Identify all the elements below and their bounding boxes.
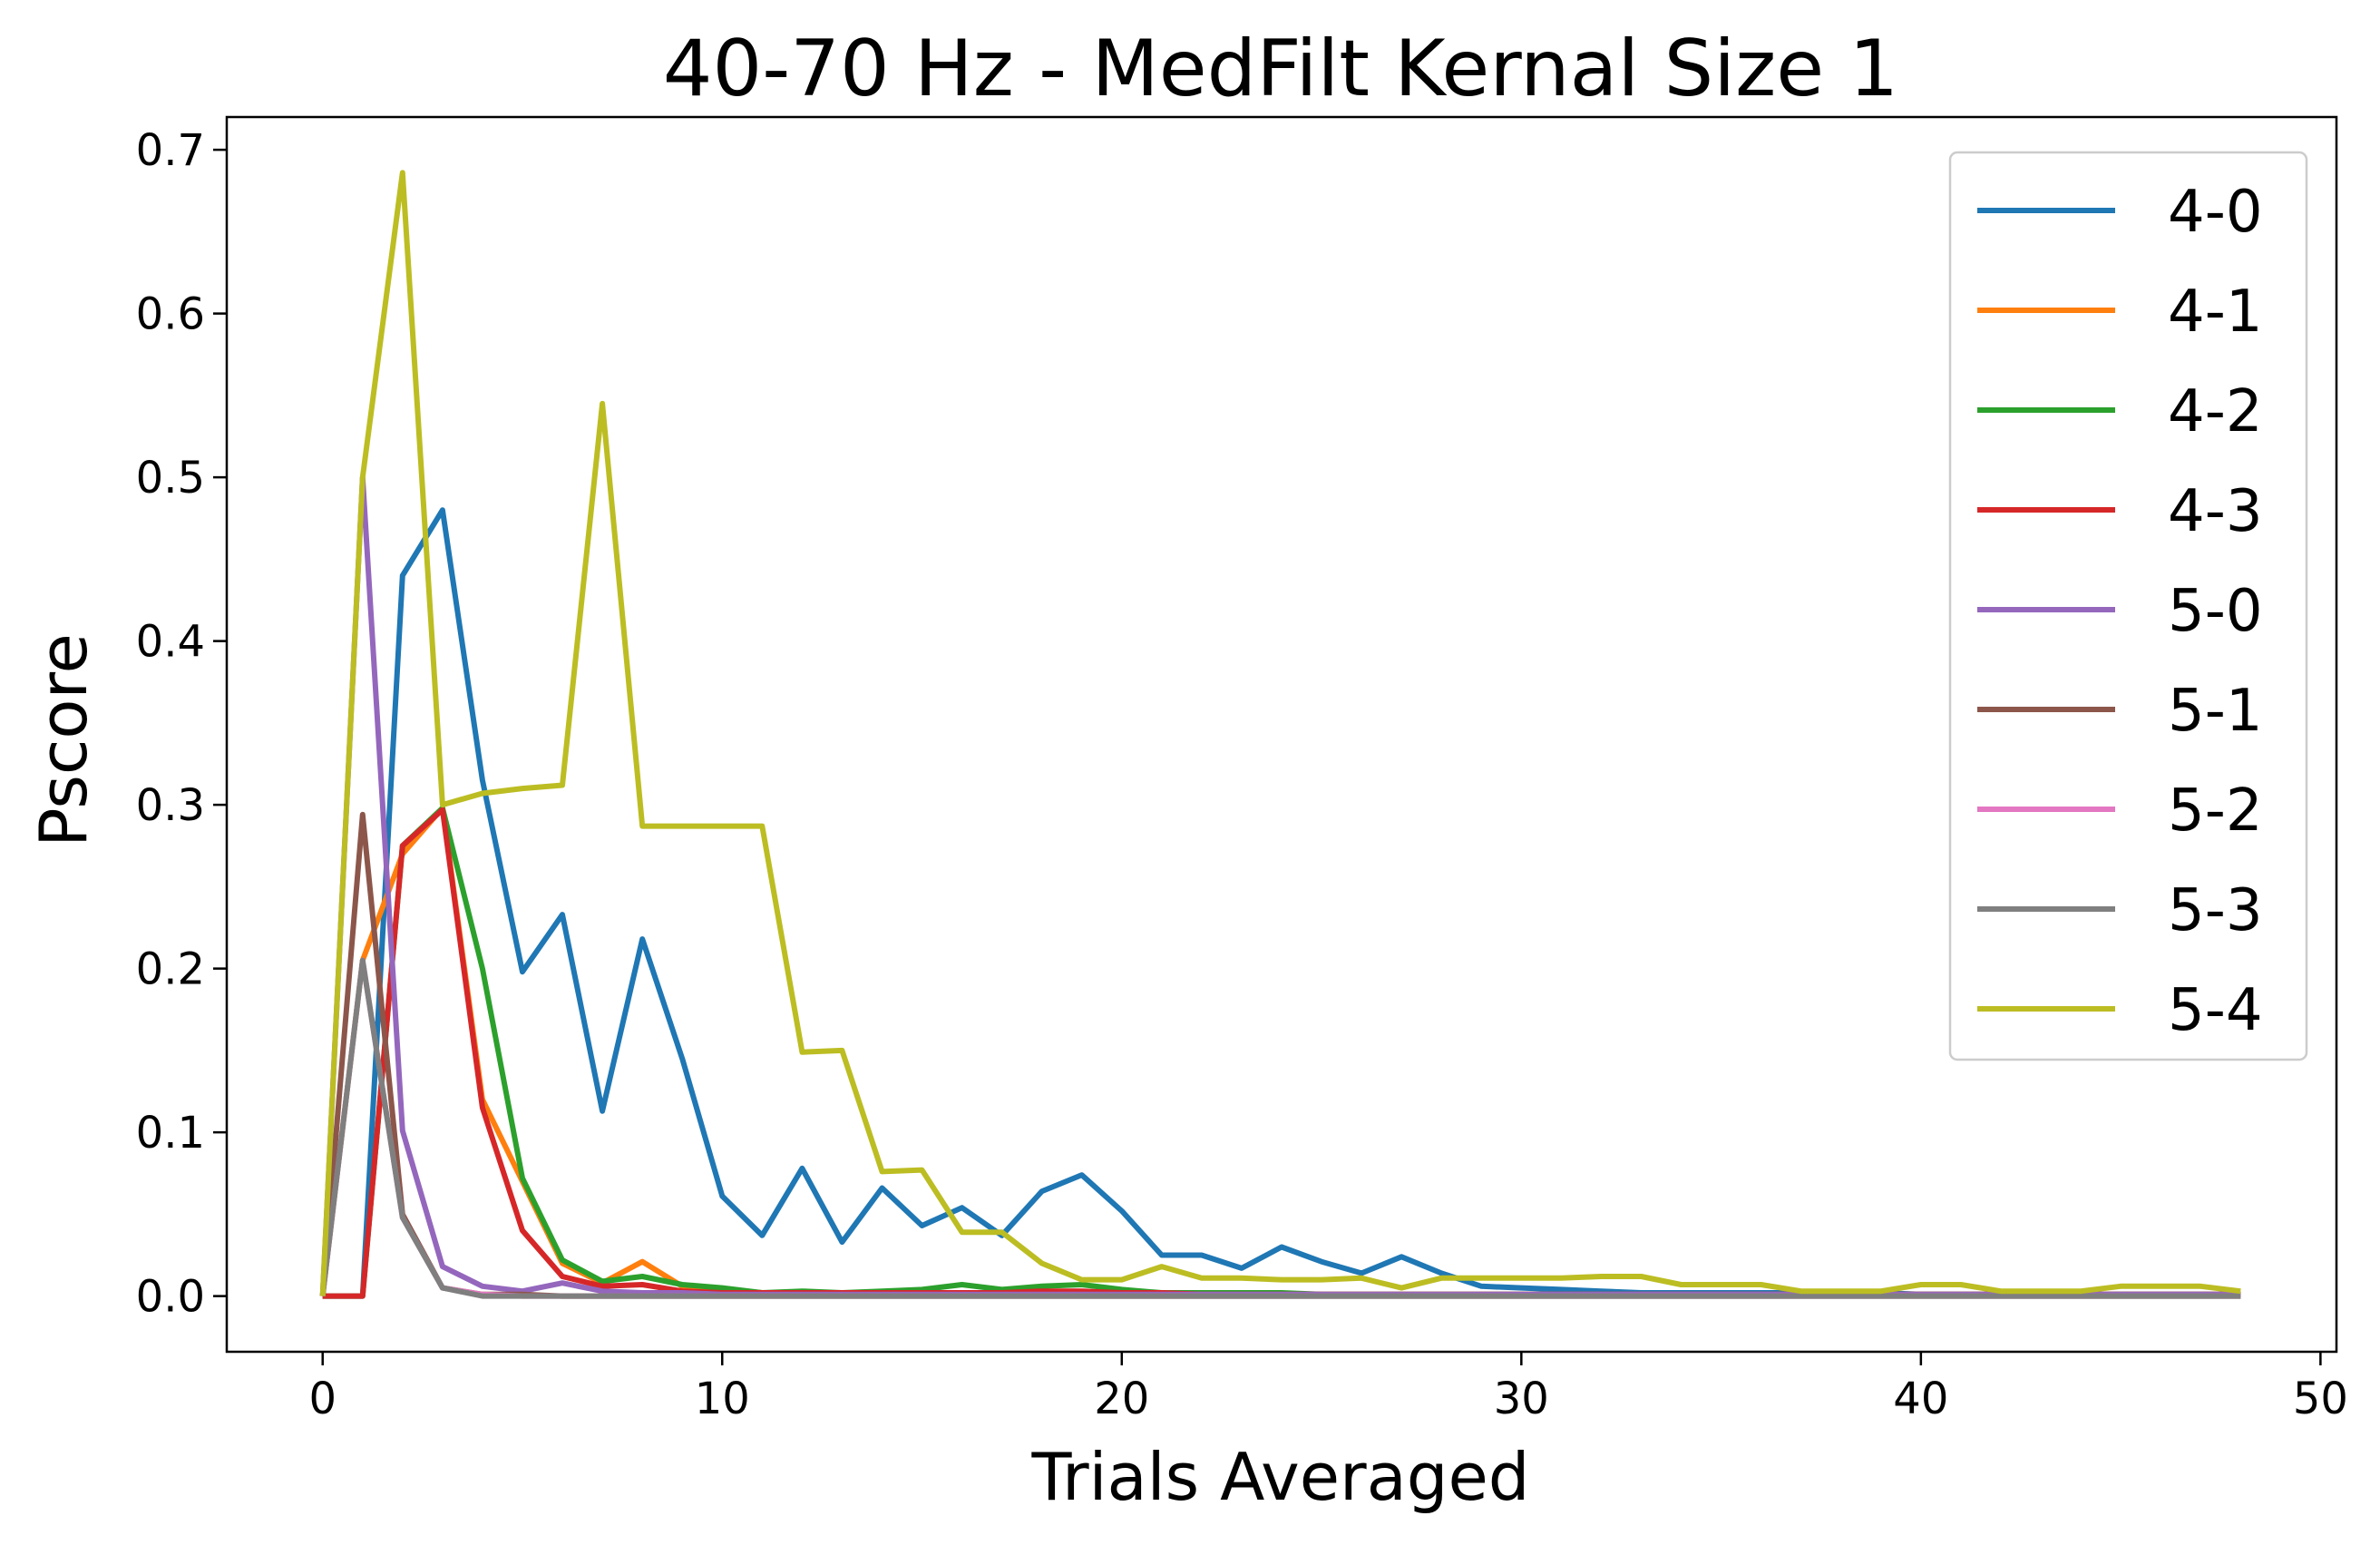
y-tick-label: 0.6 [136,289,205,340]
series-line-5-3 [319,957,2241,1299]
y-tick-label: 0.1 [136,1108,205,1159]
y-tick-label: 0.0 [136,1272,205,1323]
x-tick-label: 40 [1893,1374,1948,1424]
legend-label: 5-3 [2168,877,2263,944]
legend-label: 5-2 [2168,777,2263,845]
legend-label: 4-0 [2168,179,2263,246]
y-axis-ticks: 0.0 0.1 0.2 0.3 0.4 0.5 0.6 0.7 [136,125,227,1323]
y-tick-label: 0.4 [136,617,205,668]
x-axis-label: Trials Averaged [1031,1439,1530,1515]
legend-box [1948,151,2308,1061]
legend-label: 4-1 [2168,279,2263,346]
plot-area: 0 10 20 30 40 50 0.0 0.1 0.2 0.3 0.4 0.5 0.6 0.7 [136,115,2348,1424]
x-axis-ticks: 0 10 20 30 40 50 [308,1352,2348,1424]
y-tick-label: 0.2 [136,944,205,995]
legend: 4-0 4-1 4-2 4-3 5-0 5-1 5-2 5-3 5-4 [1948,151,2308,1061]
chart-title: 40-70 Hz - MedFilt Kernal Size 1 [663,24,1898,114]
y-tick-label: 0.3 [136,780,205,831]
series-line-5-4 [319,170,2241,1296]
y-axis-label: Pscore [25,633,102,847]
y-tick-label: 0.5 [136,453,205,504]
axes-frame [225,115,2338,1354]
legend-label: 5-0 [2168,578,2263,645]
legend-label: 5-1 [2168,678,2263,745]
x-tick-label: 20 [1094,1374,1149,1424]
series-lines [319,170,2241,1299]
x-tick-label: 30 [1494,1374,1549,1424]
x-tick-label: 0 [308,1374,337,1424]
x-tick-label: 50 [2293,1374,2348,1424]
x-tick-label: 10 [695,1374,750,1424]
legend-label: 5-4 [2168,977,2263,1044]
legend-label: 4-2 [2168,378,2263,445]
legend-label: 4-3 [2168,478,2263,545]
y-tick-label: 0.7 [136,125,205,176]
